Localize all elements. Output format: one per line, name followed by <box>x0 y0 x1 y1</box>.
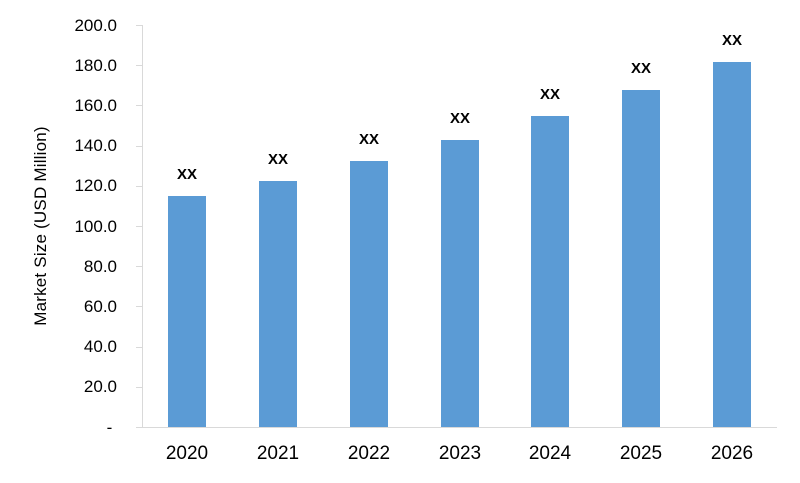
y-tick-label: 20.0 <box>83 377 117 396</box>
y-tick-mark <box>136 387 142 388</box>
bar <box>350 161 388 427</box>
y-tick-label: 120.0 <box>74 176 117 195</box>
y-tick-mark <box>136 306 142 307</box>
y-axis-line <box>142 25 143 428</box>
y-tick-mark <box>136 105 142 106</box>
bar-value-label: XX <box>630 60 651 77</box>
x-tick-label: 2022 <box>347 443 391 464</box>
y-tick-label: 160.0 <box>74 96 117 115</box>
bar-value-label: XX <box>358 131 379 148</box>
y-tick-mark <box>136 186 142 187</box>
bar-value-label: XX <box>176 166 197 183</box>
bar <box>713 62 751 427</box>
x-tick-label: 2026 <box>710 443 754 464</box>
y-tick-mark <box>136 226 142 227</box>
bar <box>259 181 297 427</box>
y-tick-mark <box>136 25 142 26</box>
bar-value-label: XX <box>721 32 742 49</box>
y-tick-label: - <box>106 418 117 437</box>
x-axis-line <box>142 427 777 428</box>
x-tick-label: 2020 <box>165 443 209 464</box>
x-tick-label: 2024 <box>528 443 572 464</box>
y-tick-label: 40.0 <box>83 337 117 356</box>
x-tick-label: 2023 <box>438 443 482 464</box>
x-tick-label: 2021 <box>256 443 300 464</box>
bar-value-label: XX <box>449 110 470 127</box>
y-tick-label: 180.0 <box>74 56 117 75</box>
bar <box>531 116 569 427</box>
bar <box>168 196 206 427</box>
y-tick-mark <box>136 427 142 428</box>
y-tick-label: 60.0 <box>83 297 117 316</box>
y-tick-label: 100.0 <box>74 217 117 236</box>
y-tick-label: 80.0 <box>83 257 117 276</box>
bar-value-label: XX <box>539 86 560 103</box>
x-tick-label: 2025 <box>619 443 663 464</box>
y-tick-mark <box>136 347 142 348</box>
y-tick-mark <box>136 146 142 147</box>
y-tick-mark <box>136 266 142 267</box>
y-tick-label: 200.0 <box>74 16 117 35</box>
bar-value-label: XX <box>267 151 288 168</box>
y-tick-label: 140.0 <box>74 136 117 155</box>
bar <box>441 140 479 427</box>
bar <box>622 90 660 427</box>
y-tick-mark <box>136 65 142 66</box>
